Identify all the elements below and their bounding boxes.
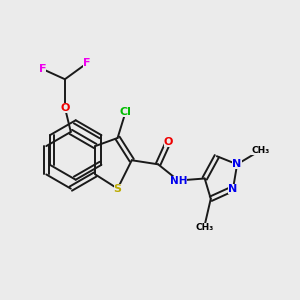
Text: N: N [228, 184, 238, 194]
Text: O: O [60, 103, 70, 112]
Text: CH₃: CH₃ [251, 146, 269, 155]
Text: F: F [83, 58, 91, 68]
Text: F: F [39, 64, 46, 74]
Text: CH₃: CH₃ [196, 223, 214, 232]
Text: NH: NH [169, 176, 187, 185]
Text: O: O [164, 137, 173, 147]
Text: S: S [114, 184, 122, 194]
Text: N: N [232, 159, 242, 169]
Text: Cl: Cl [120, 106, 132, 117]
